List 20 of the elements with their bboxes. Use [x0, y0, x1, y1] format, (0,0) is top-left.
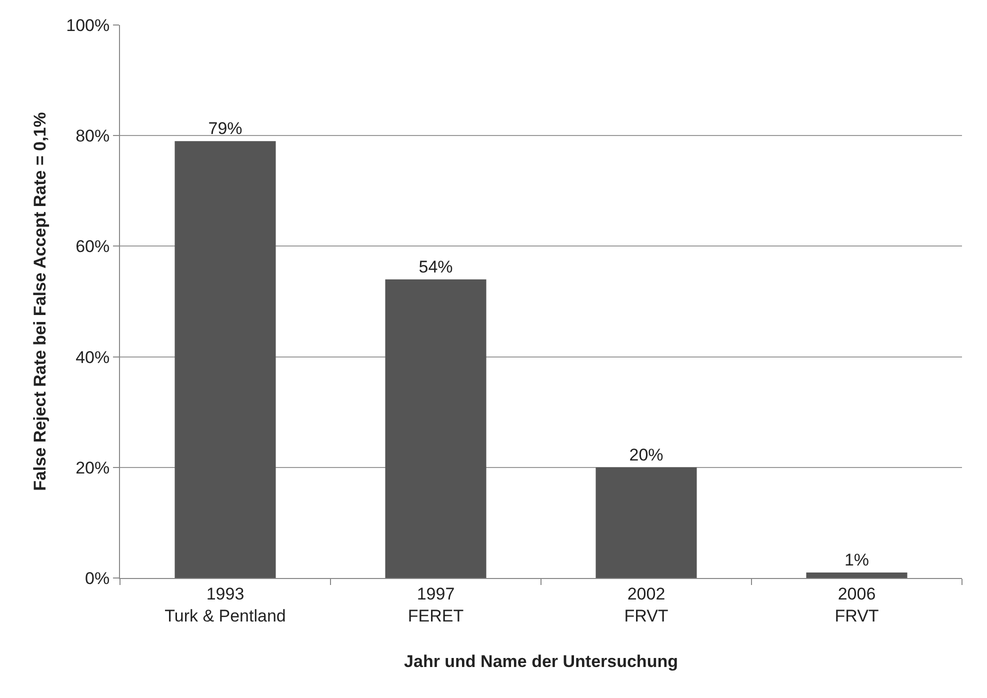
data-label: 1%: [844, 550, 870, 570]
bar: [596, 467, 697, 578]
y-axis-title: False Reject Rate bei False Accept Rate = 0,1%: [30, 112, 50, 491]
y-tick-label: 100%: [66, 16, 110, 35]
x-tick-label: 1997 FERET: [408, 584, 464, 626]
x-tick-label: 1993 Turk & Pentland: [164, 584, 286, 626]
y-tick-label: 0%: [85, 568, 110, 588]
bar: [806, 572, 908, 578]
x-axis-title: Jahr und Name der Untersuchung: [404, 652, 678, 671]
x-tick-label: 2002 FRVT: [624, 584, 668, 626]
bar: [174, 141, 276, 578]
data-label: 54%: [418, 257, 453, 276]
data-label: 79%: [208, 119, 242, 138]
bar: [385, 279, 486, 578]
data-label: 20%: [629, 445, 664, 464]
y-tick-label: 80%: [76, 126, 110, 146]
y-tick-label: 40%: [76, 348, 110, 367]
x-tick-label: 2006 FRVT: [834, 584, 879, 626]
y-tick-label: 60%: [76, 237, 110, 256]
y-tick-label: 20%: [76, 458, 110, 478]
